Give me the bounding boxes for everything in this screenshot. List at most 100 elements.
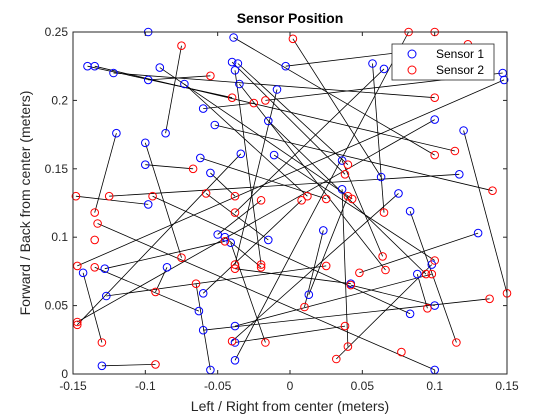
point-sensor-2-63 — [397, 347, 406, 357]
point-sensor-2-13 — [430, 150, 440, 160]
point-sensor-1-33 — [455, 170, 464, 179]
connection-line-4 — [113, 72, 435, 99]
point-sensor-1-40 — [394, 189, 403, 198]
point-sensor-1-38 — [264, 235, 273, 245]
point-sensor-1-15 — [379, 64, 389, 74]
point-sensor-2-40 — [256, 260, 266, 269]
point-sensor-2-34 — [151, 287, 160, 297]
x-axis-label: Left / Right from center (meters) — [191, 398, 389, 414]
point-sensor-2-38 — [230, 264, 240, 274]
connection-lines — [75, 31, 508, 371]
point-sensor-2-16 — [90, 208, 99, 217]
y-tick-label-2: 0.1 — [51, 230, 68, 244]
point-sensor-2-29 — [347, 194, 357, 204]
x-tick-label-3: 0 — [287, 379, 294, 393]
legend-marker-sensor-1 — [407, 49, 417, 59]
point-sensor-1-5 — [155, 63, 165, 72]
legend-marker-sensor-2 — [407, 65, 417, 75]
y-tick-label-0: 0 — [61, 367, 68, 381]
connection-line-2 — [87, 65, 233, 99]
connection-line-57 — [234, 273, 432, 327]
point-sensor-1-30 — [376, 172, 386, 182]
point-sensor-1-29 — [337, 156, 347, 165]
point-sensor-1-20 — [141, 160, 150, 169]
y-axis-label: Forward / Back from center (meters) — [17, 91, 33, 316]
point-sensor-1-25 — [196, 153, 205, 163]
legend-box — [391, 43, 495, 81]
point-sensor-1-35 — [213, 230, 222, 239]
connection-line-52 — [234, 268, 351, 285]
point-sensor-2-4 — [249, 98, 259, 108]
connection-line-42 — [359, 232, 479, 274]
point-sensor-2-18 — [90, 235, 99, 245]
point-sensor-2-22 — [230, 191, 240, 201]
connection-line-14 — [372, 63, 385, 213]
connection-line-44 — [155, 267, 168, 293]
point-sensor-1-57 — [230, 321, 240, 331]
point-sensor-2-43 — [378, 252, 387, 261]
connection-line-59 — [234, 31, 409, 361]
point-sensor-1-27 — [264, 116, 273, 126]
point-sensor-1-60 — [97, 361, 107, 371]
point-sensor-2-31 — [488, 186, 497, 195]
point-sensor-1-17 — [499, 75, 509, 85]
connection-line-56 — [152, 195, 411, 315]
connection-line-10 — [184, 83, 308, 197]
point-sensor-1-3 — [90, 61, 99, 71]
point-sensor-1-41 — [405, 206, 415, 216]
point-sensor-1-49 — [194, 306, 204, 316]
connection-line-23 — [214, 124, 493, 192]
point-sensor-1-32 — [459, 126, 468, 135]
connection-line-6 — [231, 61, 346, 175]
x-tick-label-1: -0.1 — [135, 379, 156, 393]
point-sensor-1-22 — [198, 104, 208, 113]
point-sensor-2-11 — [340, 170, 350, 179]
connection-line-48 — [202, 200, 302, 294]
point-sensor-1-46 — [100, 264, 110, 274]
point-sensor-2-1 — [177, 41, 186, 51]
axis-ticks: -0.15 -0.1 -0.05 0 0.05 0.1 0.15 0 0.05 0.1 0.15 0.… — [45, 25, 519, 393]
point-sensor-2-25 — [297, 196, 306, 205]
point-sensor-1-28 — [269, 150, 279, 160]
point-sensor-1-12 — [272, 85, 282, 94]
point-sensor-2-20 — [188, 164, 198, 174]
point-sensor-1-51 — [304, 290, 314, 300]
x-tick-label-6: 0.15 — [495, 379, 519, 393]
connection-line-33 — [109, 173, 460, 197]
x-tick-label-4: 0.05 — [351, 379, 375, 393]
point-sensor-2-44 — [381, 265, 390, 275]
connection-line-20 — [145, 164, 194, 170]
connection-line-29 — [341, 160, 383, 257]
point-sensor-1-43 — [143, 200, 153, 209]
point-sensor-2-47 — [430, 256, 440, 265]
connection-line-26 — [210, 172, 236, 197]
point-sensor-1-6 — [227, 57, 237, 67]
point-sensor-1-4 — [109, 68, 118, 78]
point-sensor-2-17 — [93, 219, 102, 228]
connection-line-53 — [350, 284, 435, 306]
point-sensor-2-42 — [355, 268, 364, 278]
point-sensor-1-42 — [473, 228, 483, 238]
point-sensor-1-24 — [236, 149, 246, 159]
connection-line-5 — [159, 67, 353, 200]
connection-line-49 — [94, 266, 200, 312]
y-tick-label-4: 0.2 — [51, 93, 68, 107]
connection-line-24 — [77, 153, 242, 326]
connection-line-45 — [82, 272, 103, 343]
point-sensor-2-5 — [261, 96, 270, 105]
point-sensor-1-45 — [78, 268, 88, 278]
point-sensor-2-64 — [452, 338, 461, 347]
connection-line-41 — [409, 211, 457, 343]
connection-line-7 — [237, 63, 349, 165]
connection-line-19 — [144, 142, 182, 258]
point-sensor-2-28 — [343, 191, 353, 201]
connection-line-18 — [94, 133, 117, 213]
legend-label-sensor-1: Sensor 1 — [436, 47, 484, 61]
point-sensor-2-62 — [343, 342, 353, 351]
connection-line-25 — [200, 157, 327, 200]
x-tick-label-0: -0.15 — [59, 379, 87, 393]
point-sensor-1-31 — [430, 115, 440, 124]
point-sensor-1-8 — [230, 66, 240, 75]
point-sensor-2-41 — [321, 261, 331, 271]
